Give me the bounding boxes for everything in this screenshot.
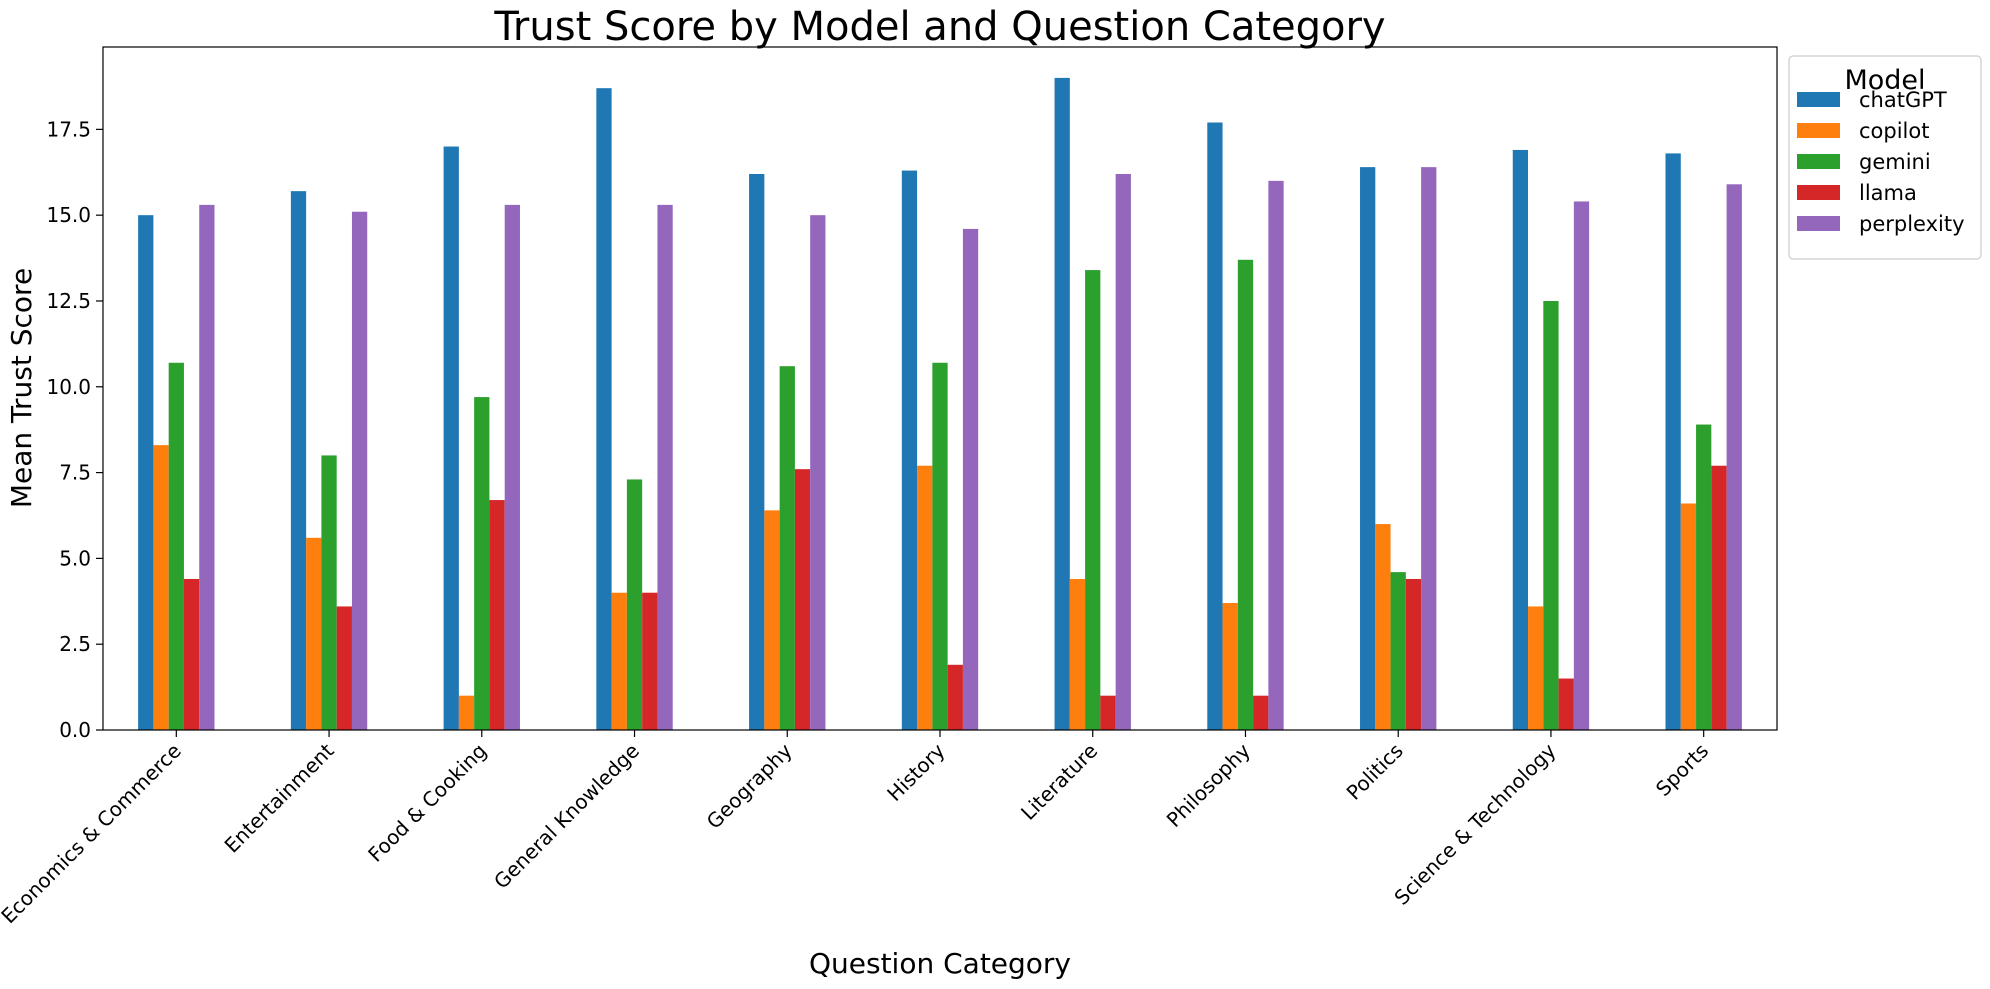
bar-gemini-4 — [779, 366, 795, 730]
legend-swatch-chatGPT — [1797, 92, 1840, 107]
bar-copilot-6 — [1069, 578, 1086, 730]
bar-chatGPT-2 — [443, 146, 459, 730]
bar-llama-10 — [1711, 465, 1727, 730]
bar-llama-7 — [1253, 695, 1269, 730]
bar-perplexity-2 — [504, 204, 520, 730]
bar-gemini-2 — [474, 397, 490, 730]
bar-chatGPT-0 — [138, 215, 154, 730]
legend-label-gemini: gemini — [1859, 150, 1931, 174]
bar-copilot-7 — [1222, 603, 1238, 730]
bar-chatGPT-7 — [1207, 122, 1223, 730]
bar-llama-9 — [1558, 678, 1574, 730]
bar-chatGPT-5 — [901, 170, 918, 730]
y-tick-label: 17.5 — [46, 117, 91, 141]
x-axis-title: Question Category — [809, 947, 1071, 980]
bar-gemini-8 — [1390, 572, 1406, 730]
x-tick-label: General Knowledge — [489, 739, 644, 894]
bar-copilot-10 — [1680, 503, 1697, 730]
bar-gemini-6 — [1085, 270, 1101, 730]
x-tick-label: Economics & Commerce — [0, 739, 186, 929]
y-tick-label: 7.5 — [59, 461, 91, 485]
bar-chatGPT-1 — [290, 191, 307, 730]
bar-copilot-9 — [1528, 606, 1544, 730]
bar-perplexity-10 — [1726, 184, 1742, 731]
bar-perplexity-6 — [1115, 173, 1131, 731]
y-tick-label: 2.5 — [59, 632, 91, 656]
bar-llama-0 — [183, 578, 200, 730]
bar-copilot-8 — [1375, 524, 1391, 730]
bar-copilot-5 — [917, 465, 933, 730]
legend-label-perplexity: perplexity — [1859, 212, 1965, 236]
legend-swatch-perplexity — [1797, 216, 1840, 231]
y-tick-label: 15.0 — [46, 203, 91, 227]
bar-gemini-0 — [168, 362, 184, 730]
x-tick-label: Geography — [702, 738, 797, 833]
bar-chatGPT-8 — [1360, 167, 1376, 730]
bar-chatGPT-10 — [1665, 153, 1681, 730]
bars-layer — [138, 77, 1742, 731]
bar-perplexity-8 — [1421, 167, 1437, 730]
chart-title: Trust Score by Model and Question Catego… — [493, 4, 1385, 50]
bar-gemini-9 — [1543, 300, 1559, 730]
bar-gemini-7 — [1237, 259, 1254, 730]
bar-perplexity-1 — [351, 211, 368, 731]
y-tick-label: 5.0 — [59, 546, 91, 570]
bar-copilot-2 — [458, 695, 475, 730]
bar-chatGPT-4 — [749, 173, 765, 731]
bar-llama-5 — [947, 664, 963, 730]
bar-llama-4 — [794, 469, 811, 730]
bar-gemini-10 — [1696, 424, 1712, 730]
bar-llama-1 — [336, 606, 352, 730]
x-tick-label: Sports — [1651, 739, 1713, 801]
bar-chatGPT-6 — [1054, 77, 1070, 730]
bar-chatGPT-3 — [596, 88, 612, 730]
x-tick-label: Science & Technology — [1389, 738, 1560, 909]
legend-label-chatGPT: chatGPT — [1859, 88, 1947, 112]
bar-llama-3 — [642, 592, 658, 730]
bar-gemini-5 — [932, 362, 948, 730]
bar-perplexity-3 — [657, 204, 673, 730]
bar-gemini-1 — [321, 455, 337, 730]
bar-llama-6 — [1100, 695, 1116, 730]
legend: Model chatGPT copilot gemini llama perplexit… — [1788, 55, 1982, 260]
y-axis-title: Mean Trust Score — [5, 268, 38, 508]
bar-copilot-3 — [611, 592, 627, 730]
legend-title: Model — [1844, 65, 1925, 96]
x-tick-label: Politics — [1342, 739, 1408, 805]
bar-gemini-3 — [626, 479, 643, 730]
legend-swatch-llama — [1797, 185, 1840, 200]
bar-perplexity-7 — [1268, 180, 1284, 731]
legend-swatch-gemini — [1797, 154, 1840, 169]
x-tick-label: Philosophy — [1162, 738, 1255, 831]
plot-frame — [102, 46, 1778, 731]
y-tick-label: 0.0 — [59, 718, 91, 742]
bar-perplexity-5 — [962, 228, 979, 730]
x-tick-label: History — [882, 738, 949, 805]
bar-llama-8 — [1405, 578, 1422, 730]
bar-copilot-4 — [764, 510, 780, 730]
bar-perplexity-9 — [1573, 201, 1590, 730]
bar-perplexity-4 — [810, 215, 826, 730]
legend-label-copilot: copilot — [1859, 119, 1929, 143]
bar-llama-2 — [489, 500, 505, 730]
y-tick-label: 10.0 — [46, 375, 91, 399]
y-axis: 0.0 2.5 5.0 7.5 10.0 12.5 15.0 17.5 — [46, 117, 103, 742]
legend-swatch-copilot — [1797, 123, 1840, 138]
bar-chatGPT-9 — [1512, 149, 1529, 730]
x-tick-label: Food & Cooking — [363, 739, 491, 867]
x-tick-label: Literature — [1016, 739, 1102, 825]
x-tick-label: Entertainment — [220, 738, 339, 857]
legend-label-llama: llama — [1859, 181, 1917, 205]
y-tick-label: 12.5 — [46, 289, 91, 313]
bar-copilot-1 — [306, 537, 322, 730]
bar-perplexity-0 — [199, 204, 215, 730]
x-axis: Economics & Commerce Entertainment Food & … — [0, 730, 1713, 928]
bar-copilot-0 — [153, 445, 169, 730]
